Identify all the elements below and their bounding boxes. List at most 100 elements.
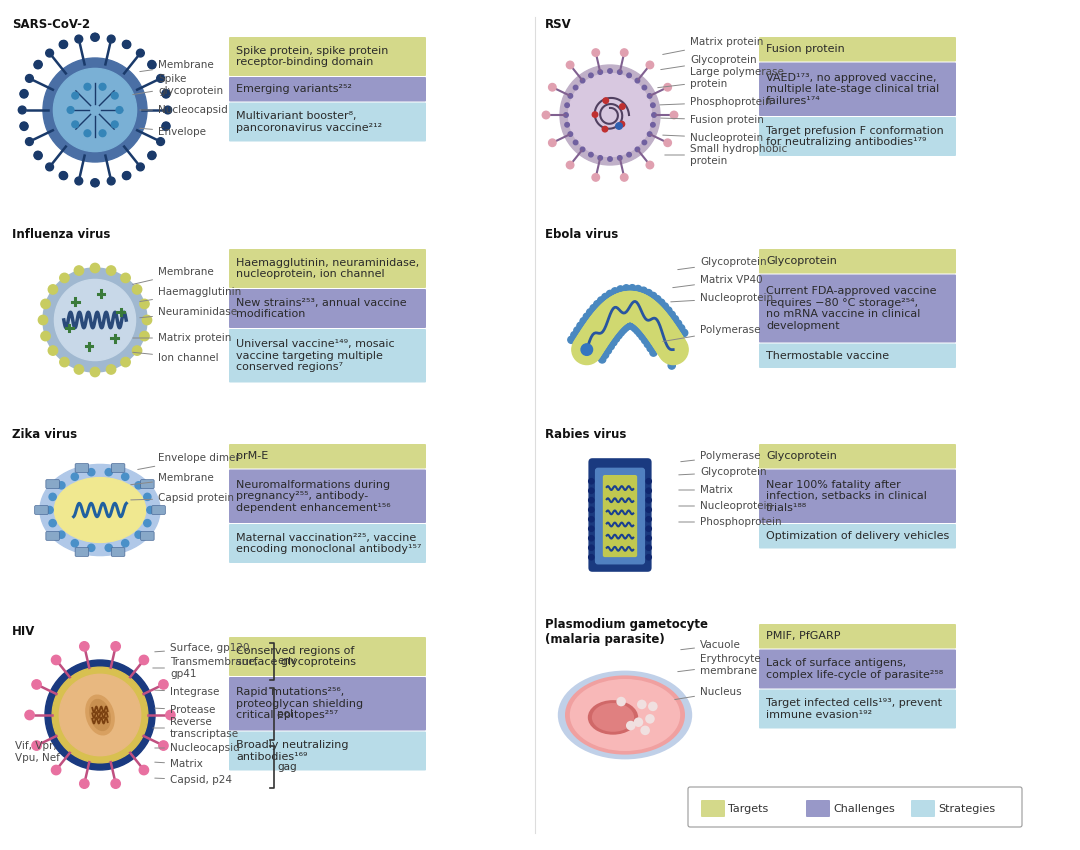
Ellipse shape bbox=[592, 703, 634, 732]
Ellipse shape bbox=[85, 694, 114, 735]
Circle shape bbox=[603, 296, 633, 326]
Ellipse shape bbox=[565, 676, 685, 755]
Text: Nucleoprotein: Nucleoprotein bbox=[678, 501, 773, 511]
Text: Target prefusion F conformation
for neutralizing antibodies¹⁷⁹: Target prefusion F conformation for neut… bbox=[766, 126, 944, 147]
Circle shape bbox=[580, 147, 584, 151]
FancyBboxPatch shape bbox=[595, 468, 645, 564]
Circle shape bbox=[648, 319, 678, 348]
Circle shape bbox=[631, 298, 660, 328]
Circle shape bbox=[625, 321, 633, 328]
Circle shape bbox=[646, 517, 651, 522]
Ellipse shape bbox=[40, 464, 160, 556]
Circle shape bbox=[634, 327, 642, 334]
Circle shape bbox=[637, 700, 647, 709]
Circle shape bbox=[589, 507, 594, 513]
Circle shape bbox=[549, 139, 556, 146]
Text: Glycoprotein: Glycoprotein bbox=[766, 451, 837, 462]
Circle shape bbox=[639, 333, 646, 340]
Circle shape bbox=[45, 660, 156, 770]
Circle shape bbox=[653, 296, 661, 303]
Circle shape bbox=[650, 122, 656, 127]
Text: PMIF, PfGARP: PMIF, PfGARP bbox=[766, 632, 840, 641]
Circle shape bbox=[612, 335, 620, 343]
Circle shape bbox=[677, 325, 685, 332]
Text: Targets: Targets bbox=[728, 803, 768, 813]
Circle shape bbox=[43, 58, 147, 162]
Circle shape bbox=[626, 721, 635, 730]
Circle shape bbox=[621, 325, 629, 332]
Text: Matrix: Matrix bbox=[154, 759, 203, 769]
Circle shape bbox=[643, 311, 672, 341]
Circle shape bbox=[111, 93, 118, 99]
FancyBboxPatch shape bbox=[152, 506, 165, 514]
Circle shape bbox=[625, 321, 633, 328]
Text: Surface, gp120: Surface, gp120 bbox=[154, 643, 249, 653]
Circle shape bbox=[625, 321, 633, 328]
Circle shape bbox=[591, 307, 621, 337]
Circle shape bbox=[632, 325, 639, 332]
Circle shape bbox=[84, 130, 91, 137]
FancyBboxPatch shape bbox=[45, 531, 59, 541]
Circle shape bbox=[607, 293, 637, 323]
Circle shape bbox=[49, 346, 57, 355]
Circle shape bbox=[602, 297, 631, 326]
Circle shape bbox=[75, 266, 83, 275]
Circle shape bbox=[669, 311, 675, 319]
FancyBboxPatch shape bbox=[229, 732, 426, 770]
Circle shape bbox=[620, 292, 650, 322]
Circle shape bbox=[589, 517, 594, 522]
Circle shape bbox=[594, 301, 600, 308]
Text: Ion channel: Ion channel bbox=[133, 352, 218, 363]
Circle shape bbox=[619, 292, 649, 322]
Circle shape bbox=[635, 302, 664, 332]
Circle shape bbox=[646, 497, 651, 503]
Circle shape bbox=[573, 140, 578, 144]
Circle shape bbox=[58, 482, 65, 489]
Circle shape bbox=[664, 307, 672, 314]
Circle shape bbox=[18, 106, 26, 114]
Circle shape bbox=[33, 61, 42, 69]
Circle shape bbox=[566, 61, 573, 69]
Circle shape bbox=[646, 162, 653, 169]
Circle shape bbox=[645, 314, 675, 344]
Circle shape bbox=[625, 321, 633, 329]
Circle shape bbox=[43, 268, 147, 372]
Circle shape bbox=[111, 642, 120, 651]
Circle shape bbox=[624, 322, 632, 329]
Circle shape bbox=[25, 711, 35, 720]
Circle shape bbox=[586, 313, 617, 343]
Circle shape bbox=[92, 178, 99, 187]
Text: Glycoprotein: Glycoprotein bbox=[678, 467, 767, 477]
Circle shape bbox=[595, 302, 625, 332]
Circle shape bbox=[59, 40, 68, 48]
FancyBboxPatch shape bbox=[688, 787, 1022, 827]
Circle shape bbox=[629, 297, 659, 326]
Circle shape bbox=[642, 337, 649, 343]
Text: gag: gag bbox=[276, 762, 297, 772]
Circle shape bbox=[35, 152, 42, 160]
Circle shape bbox=[621, 48, 627, 56]
Circle shape bbox=[105, 544, 112, 552]
Circle shape bbox=[646, 479, 651, 484]
Circle shape bbox=[592, 112, 597, 117]
Circle shape bbox=[616, 122, 622, 129]
FancyBboxPatch shape bbox=[759, 649, 956, 688]
Circle shape bbox=[592, 48, 599, 56]
Circle shape bbox=[157, 75, 164, 82]
Circle shape bbox=[139, 765, 149, 774]
Circle shape bbox=[636, 303, 666, 333]
Circle shape bbox=[135, 531, 143, 538]
FancyBboxPatch shape bbox=[603, 475, 637, 557]
Circle shape bbox=[589, 536, 594, 541]
Text: Plasmodium gametocyte
(malaria parasite): Plasmodium gametocyte (malaria parasite) bbox=[545, 618, 708, 646]
Circle shape bbox=[59, 674, 140, 756]
Circle shape bbox=[122, 40, 131, 48]
Circle shape bbox=[656, 330, 685, 360]
Circle shape bbox=[646, 554, 651, 560]
Circle shape bbox=[647, 132, 652, 136]
FancyBboxPatch shape bbox=[140, 479, 154, 489]
Circle shape bbox=[623, 285, 630, 292]
Circle shape bbox=[612, 292, 643, 321]
FancyBboxPatch shape bbox=[229, 77, 426, 101]
Circle shape bbox=[635, 147, 639, 151]
